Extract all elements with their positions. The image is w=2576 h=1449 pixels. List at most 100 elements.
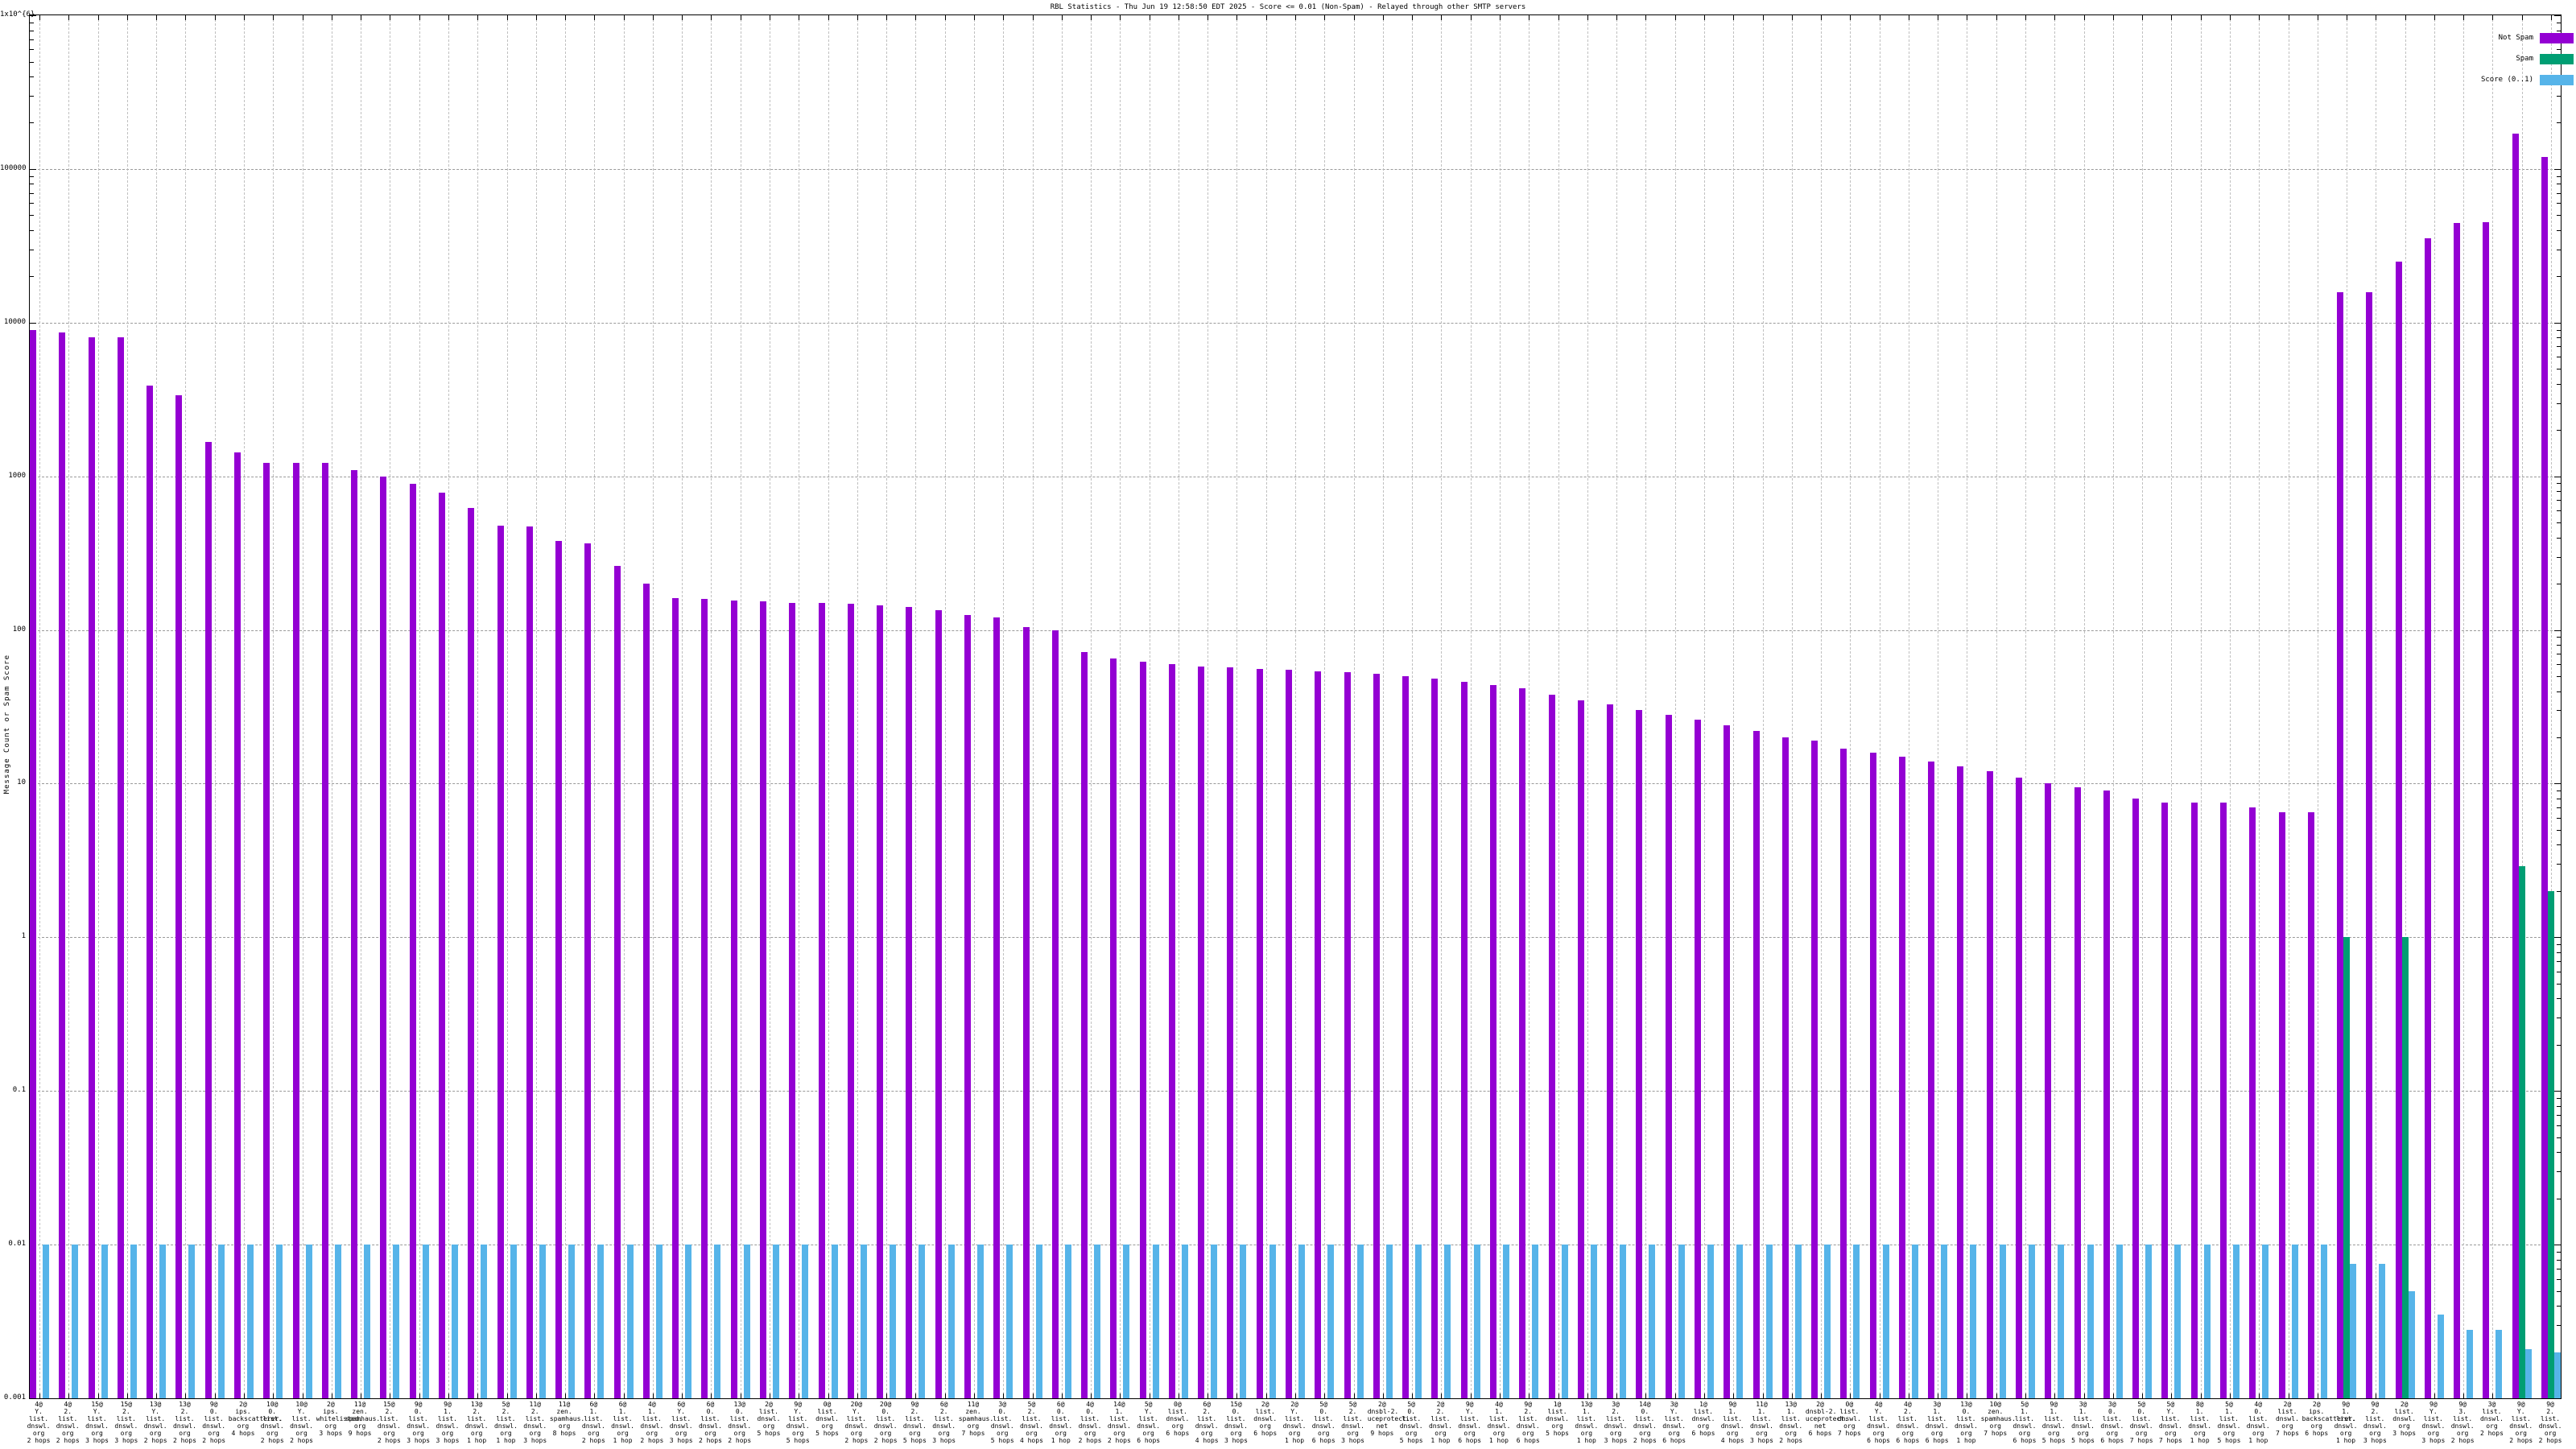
gridline-vertical	[477, 15, 479, 1398]
bar-score	[305, 1245, 312, 1398]
bar-score	[2145, 1245, 2153, 1398]
bar-not-spam	[380, 476, 387, 1398]
bar-not-spam	[906, 606, 913, 1398]
x-tick-bottom	[1441, 1393, 1443, 1398]
x-tick-label: 4@ Y. list. dnswl. org 2 hops	[27, 1401, 51, 1444]
x-tick-label: 3@ list. dnswl. org 2 hops	[2479, 1401, 2504, 1437]
x-tick-bottom	[2492, 1393, 2494, 1398]
bar-not-spam	[584, 543, 592, 1398]
x-tick-bottom	[506, 1393, 508, 1398]
bar-not-spam	[351, 469, 358, 1398]
gridline-vertical	[1412, 15, 1414, 1398]
y-minor-tick	[2557, 510, 2561, 511]
y-minor-tick	[2557, 637, 2561, 638]
bar-not-spam	[789, 602, 796, 1398]
bar-not-spam	[468, 508, 475, 1398]
y-minor-tick	[30, 95, 34, 97]
bar-not-spam	[555, 540, 562, 1398]
bar-not-spam	[701, 598, 708, 1398]
bar-not-spam	[1460, 681, 1468, 1398]
bar-not-spam	[964, 615, 971, 1398]
y-minor-tick	[30, 61, 34, 63]
x-tick-label: 13@ 2. list. dnswl. org 2 hops	[172, 1401, 196, 1444]
x-tick-label: 2@ list. dnswl. org 7 hops	[2275, 1401, 2299, 1437]
x-tick-label: 9@ Y. list. dnswl. org 3 hops	[2421, 1401, 2446, 1444]
x-tick-bottom	[1061, 1393, 1063, 1398]
y-minor-tick	[2557, 215, 2561, 217]
x-tick-bottom	[244, 1393, 245, 1398]
legend-item-score: Score (0..1)	[2481, 74, 2574, 85]
bar-spam	[2518, 866, 2525, 1398]
bar-spam	[2343, 937, 2350, 1398]
x-tick-top	[2434, 15, 2435, 20]
gridline-vertical	[652, 15, 654, 1398]
x-tick-label: 5@ 2. list. dnswl. org 4 hops	[1019, 1401, 1043, 1444]
x-tick-top	[1236, 15, 1238, 20]
x-tick-label: 11@ 2. list. dnswl. org 3 hops	[523, 1401, 547, 1444]
x-tick-top	[2142, 15, 2144, 20]
bar-not-spam	[1198, 666, 1205, 1398]
y-tick-label: 0.1	[12, 1086, 26, 1095]
bar-not-spam	[1402, 676, 1410, 1398]
x-tick-label: 9@ 3. list. dnswl. org 2 hops	[2450, 1401, 2475, 1444]
gridline-vertical	[2112, 15, 2114, 1398]
y-minor-tick	[2557, 998, 2561, 1000]
bar-score	[1970, 1245, 1977, 1398]
y-minor-tick	[2557, 983, 2561, 985]
gridline-vertical	[1091, 15, 1092, 1398]
bar-score	[539, 1245, 546, 1398]
gridline-vertical	[1791, 15, 1793, 1398]
x-tick-bottom	[97, 1393, 99, 1398]
x-tick-label: 11@ zen. spamhaus. org 7 hops	[958, 1401, 994, 1437]
bar-score	[1736, 1245, 1744, 1398]
chart-title: RBL Statistics - Thu Jun 19 12:58:50 EDT…	[1050, 3, 1526, 11]
x-tick-top	[1412, 15, 1414, 20]
x-tick-bottom	[1032, 1393, 1034, 1398]
y-minor-tick	[30, 229, 34, 231]
bar-not-spam	[1898, 756, 1905, 1398]
y-minor-tick	[2557, 1098, 2561, 1099]
x-tick-label: 5@ 1. list. dnswl. org 6 hops	[2013, 1401, 2037, 1444]
gridline-vertical	[185, 15, 187, 1398]
y-minor-tick	[2557, 430, 2561, 431]
x-tick-label: 4@ 2. list. dnswl. org 6 hops	[1896, 1401, 1920, 1444]
bar-not-spam	[1431, 679, 1439, 1398]
bar-score	[1385, 1245, 1393, 1398]
bar-not-spam	[1840, 748, 1847, 1398]
gridline-vertical	[419, 15, 420, 1398]
y-minor-tick	[2557, 807, 2561, 808]
bar-score	[2320, 1245, 2327, 1398]
x-tick-top	[1500, 15, 1501, 20]
bar-spam	[2401, 937, 2409, 1398]
y-minor-tick	[2557, 1259, 2561, 1261]
legend-swatch-not-spam-icon	[2540, 32, 2574, 43]
x-tick-label: 5@ 2. list. dnswl. org 3 hops	[1341, 1401, 1364, 1444]
x-tick-bottom	[2434, 1393, 2435, 1398]
y-minor-tick	[2557, 952, 2561, 953]
y-minor-tick	[2557, 710, 2561, 712]
x-tick-label: 1@ list. dnswl. org 6 hops	[1691, 1401, 1715, 1437]
x-tick-label: 5@ 1. list. dnswl. org 5 hops	[2217, 1401, 2241, 1444]
gridline-vertical	[623, 15, 625, 1398]
bar-score	[43, 1245, 49, 1398]
x-tick-bottom	[857, 1393, 858, 1398]
bar-score	[831, 1245, 838, 1398]
bar-score	[1181, 1245, 1188, 1398]
bar-not-spam	[1315, 671, 1322, 1398]
gridline-vertical	[2521, 15, 2523, 1398]
bar-score	[976, 1245, 984, 1398]
bar-not-spam	[2512, 133, 2519, 1398]
bar-not-spam	[1957, 766, 1964, 1398]
x-tick-bottom	[156, 1393, 158, 1398]
x-tick-bottom	[419, 1393, 420, 1398]
x-tick-bottom	[886, 1393, 888, 1398]
x-tick-label: 4@ Y. list. dnswl. org 6 hops	[1867, 1401, 1890, 1444]
x-tick-top	[273, 15, 275, 20]
bar-not-spam	[1081, 651, 1088, 1398]
y-tick-label: 100000	[0, 163, 27, 172]
bar-score	[2116, 1245, 2123, 1398]
bar-score	[101, 1245, 108, 1398]
y-major-tick	[2554, 15, 2561, 16]
bar-score	[1444, 1245, 1451, 1398]
x-tick-top	[1032, 15, 1034, 20]
